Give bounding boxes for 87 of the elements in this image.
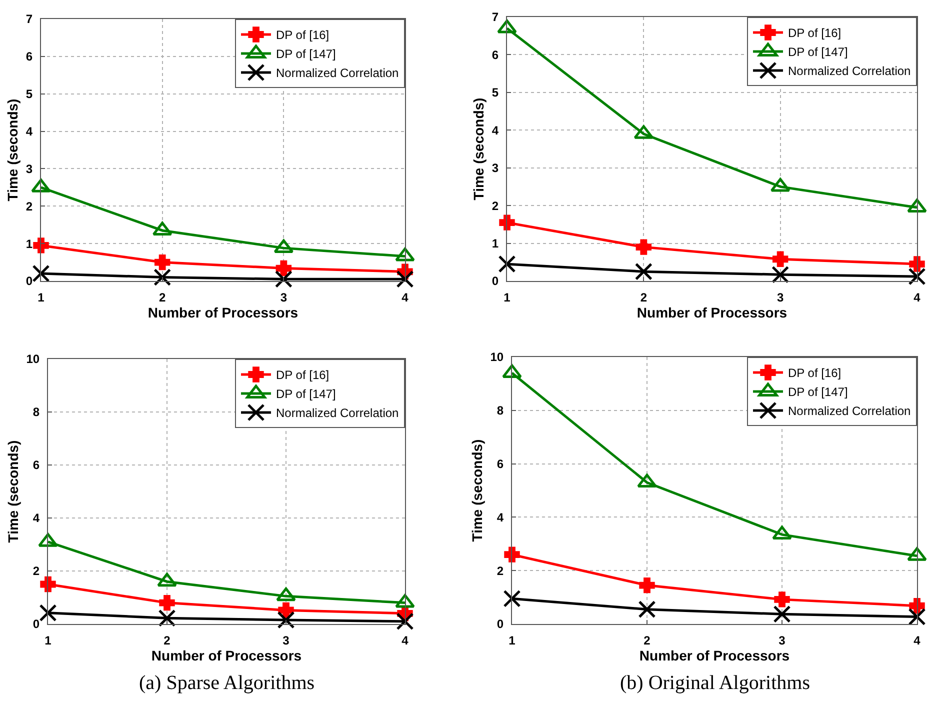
y-tick-label: 2 (32, 564, 40, 578)
point (772, 266, 790, 284)
y-tick-label: 6 (496, 457, 504, 471)
y-tick-label: 5 (26, 87, 33, 102)
point (503, 590, 521, 608)
x-tick-label: 4 (402, 633, 409, 648)
y-tick-label: 0 (492, 274, 499, 288)
x-tick-label: 2 (158, 290, 166, 304)
x-tick-label: 3 (776, 290, 784, 304)
point (909, 256, 925, 272)
legend-label: Normalized Correlation (788, 64, 911, 78)
y-tick-label: 3 (492, 161, 499, 176)
legend-label: Normalized Correlation (788, 404, 911, 418)
y-tick-label: 0 (496, 617, 504, 632)
point (638, 600, 656, 618)
point (636, 239, 652, 255)
y-tick-label: 2 (492, 198, 499, 213)
x-tick-label: 3 (778, 633, 786, 648)
y-tick-label: 7 (26, 12, 33, 26)
y-tick-label: 5 (492, 86, 499, 100)
x-tick-label: 2 (640, 290, 648, 304)
legend-label: DP of [147] (788, 45, 848, 60)
y-tick-label: 8 (496, 404, 504, 418)
point (908, 268, 926, 286)
y-axis-title: Time (seconds) (4, 98, 21, 202)
point (907, 547, 927, 561)
y-tick-label: 4 (492, 123, 499, 138)
legend-label: DP of [16] (276, 368, 330, 382)
y-tick-label: 8 (32, 405, 40, 420)
legend-label: Normalized Correlation (276, 406, 399, 420)
y-tick-label: 6 (492, 48, 499, 62)
point (770, 178, 790, 192)
point (639, 577, 655, 594)
legend-label: Normalized Correlation (276, 66, 399, 80)
y-tick-label: 3 (26, 162, 33, 176)
x-tick-label: 1 (44, 633, 52, 648)
y-tick-label: 10 (490, 350, 504, 364)
y-tick-label: 2 (496, 564, 504, 578)
x-tick-label: 4 (914, 290, 921, 304)
x-axis-title: Number of Processors (639, 648, 790, 664)
y-tick-label: 4 (496, 510, 504, 524)
text: (a) Sparse Algorithms (139, 672, 315, 694)
legend-label: DP of [147] (788, 385, 848, 400)
point (773, 605, 791, 623)
y-tick-label: 0 (32, 617, 40, 632)
y-axis-title: Time (seconds) (4, 440, 21, 543)
y-tick-label: 7 (492, 10, 499, 24)
y-tick-label: 6 (32, 458, 40, 472)
point (499, 214, 515, 230)
legend-label: DP of [16] (276, 28, 330, 42)
x-tick-label: 4 (402, 290, 409, 304)
y-axis-title: Time (seconds) (468, 439, 485, 542)
point (774, 592, 790, 608)
point (502, 364, 522, 378)
point (634, 262, 652, 280)
legend-label: DP of [16] (788, 26, 842, 40)
y-axis-title: Time (seconds) (470, 98, 487, 200)
x-axis-title: Number of Processors (151, 648, 302, 664)
point (772, 251, 788, 267)
x-axis-title: Number of Processors (636, 304, 788, 321)
y-tick-label: 10 (26, 352, 40, 366)
legend-label: DP of [147] (276, 47, 336, 62)
y-tick-label: 2 (26, 199, 33, 214)
x-axis-title: Number of Processors (148, 304, 298, 321)
y-tick-label: 6 (26, 50, 33, 64)
point (772, 526, 792, 540)
y-tick-label: 4 (26, 124, 33, 138)
x-tick-label: 4 (914, 633, 921, 648)
point (907, 198, 927, 212)
y-tick-label: 0 (26, 274, 33, 288)
point (908, 608, 926, 626)
x-tick-label: 3 (282, 633, 290, 648)
y-tick-label: 1 (492, 236, 499, 250)
point (504, 546, 520, 562)
legend-label: DP of [16] (788, 366, 842, 380)
point (909, 598, 925, 614)
point (497, 20, 517, 34)
point (637, 474, 657, 488)
legend-label: DP of [147] (276, 387, 336, 402)
x-tick-label: 2 (644, 633, 651, 648)
y-tick-label: 1 (26, 236, 33, 251)
point (498, 255, 516, 273)
y-tick-label: 4 (32, 511, 40, 526)
text: (b) Original Algorithms (620, 672, 810, 694)
x-tick-label: 3 (280, 290, 288, 304)
x-tick-label: 1 (508, 633, 516, 648)
x-tick-label: 2 (164, 633, 171, 648)
